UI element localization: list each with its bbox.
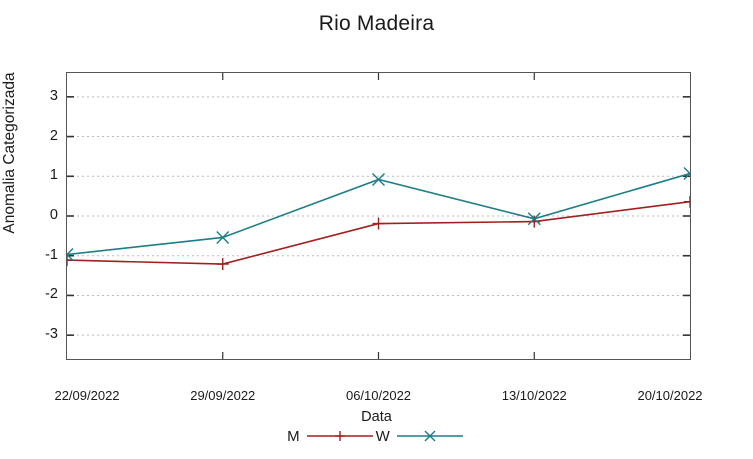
- cross-marker-icon: [527, 212, 541, 226]
- axis-ticks: [67, 73, 690, 359]
- legend-entry-W: W: [376, 428, 466, 444]
- y-tick-label: 1: [49, 167, 58, 184]
- cross-marker-icon: [216, 230, 230, 244]
- series-W: [67, 167, 690, 262]
- cross-marker-icon: [67, 248, 74, 262]
- plus-marker-icon: [684, 195, 690, 208]
- legend-entry-M: M: [287, 428, 376, 444]
- cross-marker-icon: [683, 167, 690, 180]
- y-tick-label: -2: [45, 286, 58, 303]
- x-tick-label: 06/10/2022: [345, 388, 412, 403]
- series-line: [67, 200, 690, 265]
- plus-marker-icon: [372, 217, 385, 230]
- plot-svg: [67, 73, 690, 359]
- gridlines: [67, 96, 690, 336]
- plus-marker-icon: [528, 215, 541, 228]
- chart-title: Rio Madeira: [318, 12, 435, 35]
- y-tick-label: -3: [45, 326, 58, 343]
- legend-line-sample: [396, 430, 463, 442]
- plus-marker-icon: [67, 254, 73, 267]
- x-axis-label: Data: [361, 409, 392, 425]
- y-axis-tick-labels: 3 2 1 0 -1 -2 -3: [8, 0, 58, 459]
- x-tick-label: 29/09/2022: [190, 388, 256, 403]
- y-tick-label: 0: [49, 207, 58, 223]
- plus-marker-icon: [216, 258, 229, 271]
- y-tick-label: 3: [49, 87, 58, 104]
- legend-label: W: [375, 427, 390, 445]
- x-tick-label: 20/10/2022: [637, 388, 703, 403]
- cross-marker-icon: [372, 172, 385, 186]
- legend-label: M: [287, 427, 300, 445]
- plot-area: [66, 72, 691, 360]
- x-tick-label: 13/10/2022: [501, 388, 567, 403]
- x-tick-label: 22/09/2022: [54, 388, 120, 403]
- cross-marker-icon: [424, 430, 436, 442]
- x-axis-tick-labels: 22/09/2022 29/09/2022 06/10/2022 13/10/2022…: [0, 389, 753, 409]
- plus-marker-icon: [334, 431, 345, 441]
- y-tick-label: 2: [49, 127, 58, 144]
- series-M: [67, 195, 690, 271]
- legend-line-sample: [306, 431, 373, 441]
- y-tick-label: -1: [45, 246, 58, 263]
